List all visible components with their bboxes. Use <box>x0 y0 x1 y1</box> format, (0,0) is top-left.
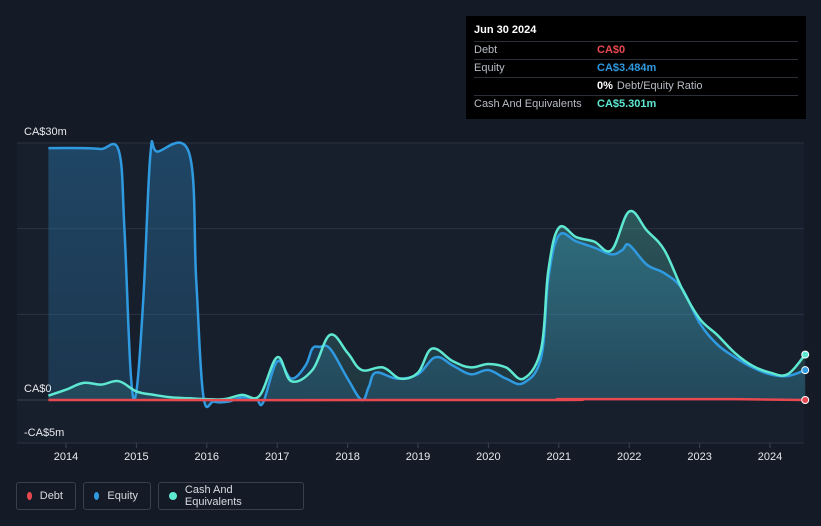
equity-line <box>48 139 806 409</box>
cash-legend-dot-icon <box>169 492 177 500</box>
tooltip-value-debt: CA$0 <box>597 44 626 56</box>
tooltip-value-equity: CA$3.484m <box>597 62 657 74</box>
x-tick-label: 2014 <box>54 451 78 463</box>
equity-end-marker <box>801 366 810 375</box>
x-tick-label: 2024 <box>758 451 782 463</box>
x-tick-label: 2019 <box>406 451 430 463</box>
tooltip-ratio-caption: Debt/Equity Ratio <box>616 80 703 92</box>
tooltip-panel: Jun 30 2024 Debt CA$0 Equity CA$3.484m 0… <box>466 16 806 119</box>
x-tick-label: 2018 <box>335 451 359 463</box>
debt-legend-dot-icon <box>27 492 32 500</box>
legend-item-debt[interactable]: Debt <box>16 482 76 510</box>
y-tick-label: CA$30m <box>24 126 67 138</box>
legend-label-cash: Cash And Equivalents <box>184 484 242 508</box>
tooltip-label-debt: Debt <box>474 44 498 56</box>
cash-and-equivalents-end-marker <box>801 350 810 359</box>
cash-and-equivalents-area <box>48 210 806 400</box>
legend-item-equity[interactable]: Equity <box>83 482 151 510</box>
x-axis-labels: 2014 2015 2016 2017 2018 2019 2020 2021 2022 2023… <box>54 443 782 463</box>
debt-end-marker <box>801 396 810 404</box>
tooltip-row-ratio: 0% Debt/Equity Ratio <box>474 77 798 95</box>
x-tick-label: 2021 <box>547 451 571 463</box>
tooltip-value-ratio: 0% <box>597 80 613 92</box>
x-tick-label: 2023 <box>687 451 711 463</box>
tooltip-label-cash: Cash And Equivalents <box>474 98 582 110</box>
y-tick-label: -CA$5m <box>24 427 64 439</box>
tooltip-row-debt: Debt CA$0 <box>474 41 798 59</box>
tooltip-label-ratio <box>474 78 597 95</box>
cash-and-equivalents-line <box>47 209 807 401</box>
legend-label-equity: Equity <box>107 490 138 502</box>
tooltip-date: Jun 30 2024 <box>474 24 537 36</box>
debt-line <box>48 397 806 402</box>
tooltip-label-equity: Equity <box>474 62 505 74</box>
y-axis-labels: CA$30m CA$0 -CA$5m <box>24 126 67 439</box>
series-layer <box>47 139 810 409</box>
x-tick-label: 2016 <box>195 451 219 463</box>
x-tick-label: 2015 <box>124 451 148 463</box>
legend-item-cash[interactable]: Cash And Equivalents <box>158 482 304 510</box>
y-tick-label: CA$0 <box>24 383 52 395</box>
x-tick-label: 2022 <box>617 451 641 463</box>
equity-legend-dot-icon <box>94 492 100 500</box>
x-tick-label: 2020 <box>476 451 500 463</box>
tooltip-row-equity: Equity CA$3.484m <box>474 59 798 77</box>
tooltip-value-cash: CA$5.301m <box>597 98 657 110</box>
tooltip-row-cash: Cash And Equivalents CA$5.301m <box>474 95 798 113</box>
legend-label-debt: Debt <box>39 490 63 502</box>
x-tick-label: 2017 <box>265 451 289 463</box>
